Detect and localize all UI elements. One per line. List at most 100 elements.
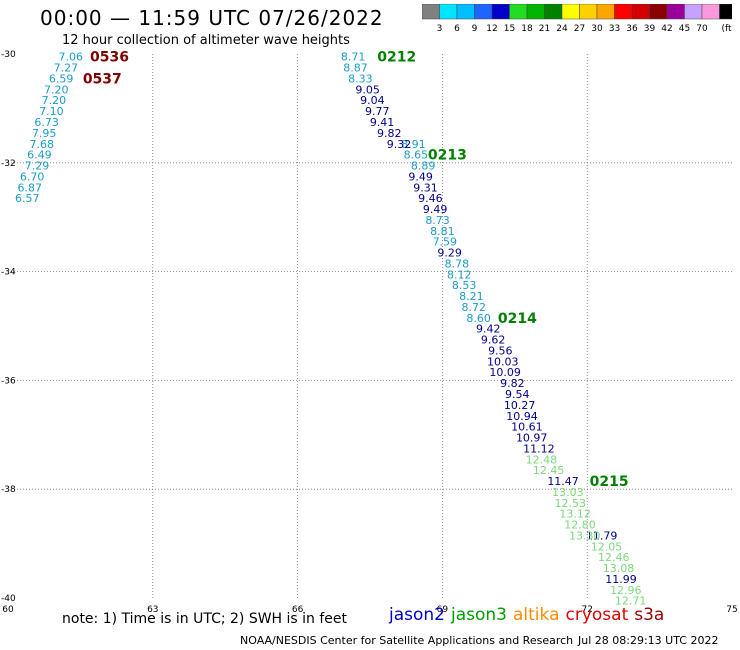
- data-point-label: 10.97: [516, 432, 548, 445]
- satellite-cryosat: cryosat: [565, 605, 629, 625]
- pass-time-label: 0215: [590, 474, 629, 490]
- data-point-label: 8.33: [348, 72, 373, 85]
- data-point-label: 9.42: [476, 323, 501, 336]
- footer-credit: NOAA/NESDIS Center for Satellite Applica…: [240, 634, 574, 647]
- satellite-s3a: s3a: [634, 605, 665, 625]
- legend-label: 27: [574, 24, 585, 34]
- data-point-label: 12.46: [598, 551, 630, 564]
- data-point-label: 9.46: [418, 192, 443, 205]
- data-point-label: 11.99: [605, 573, 637, 586]
- data-point-label: 9.56: [488, 344, 513, 357]
- y-tick-label: -34: [1, 268, 16, 278]
- legend-label: 36: [626, 24, 638, 34]
- data-point-label: 12.80: [564, 519, 596, 532]
- x-tick-label: 60: [2, 605, 14, 615]
- data-point-label: 7.29: [25, 160, 50, 173]
- x-tick-label: 72: [581, 605, 592, 615]
- data-point-label: 10.94: [506, 410, 538, 423]
- data-point-label: 9.82: [500, 377, 525, 390]
- satellite-jason2: jason2: [389, 605, 445, 625]
- data-point-label: 9.31: [413, 181, 438, 194]
- note-text: note: 1) Time is in UTC; 2) SWH is in fe…: [62, 611, 348, 627]
- legend-label: 33: [609, 24, 620, 34]
- data-point-label: 9.05: [355, 83, 380, 96]
- data-point-label: 9.62: [481, 334, 506, 347]
- data-point-label: 10.09: [489, 366, 521, 379]
- data-point-label: 13.30: [569, 529, 601, 542]
- data-point-label: 11.79: [586, 529, 618, 542]
- legend-label: 39: [644, 24, 656, 34]
- data-point-label: 8.87: [343, 62, 368, 75]
- legend-label: 21: [539, 24, 550, 34]
- legend-label: 24: [556, 24, 568, 34]
- data-point-label: 11.47: [547, 475, 579, 488]
- legend-label: 6: [454, 24, 460, 34]
- data-point-label: 8.12: [447, 268, 472, 281]
- data-point-label: 9.49: [408, 170, 433, 183]
- data-point-label: 10.03: [487, 355, 519, 368]
- data-point-label: 8.91: [401, 138, 426, 151]
- data-point-label: 8.81: [430, 225, 455, 238]
- data-point-label: 9.82: [377, 127, 402, 140]
- data-point-label: 9.49: [423, 203, 448, 216]
- data-point-label: 9.04: [360, 94, 385, 107]
- legend-label: 12: [486, 24, 497, 34]
- data-point-label: 6.49: [27, 149, 52, 162]
- data-point-label: 7.06: [58, 51, 83, 64]
- data-point-label: 9.41: [370, 116, 395, 129]
- y-tick-label: -36: [1, 376, 16, 386]
- pass-time-label: 0536: [90, 50, 129, 66]
- data-point-label: 12.05: [591, 540, 623, 553]
- data-point-label: 9.29: [437, 247, 462, 260]
- legend-label: 9: [472, 24, 478, 34]
- data-point-label: 13.03: [552, 486, 584, 499]
- data-point-label: 13.08: [603, 562, 635, 575]
- data-point-label: 12.53: [555, 497, 587, 510]
- satellite-legend: jason2 jason3 altika cryosat s3a: [389, 605, 670, 625]
- data-point-label: 6.57: [15, 192, 40, 205]
- data-point-label: 13.12: [559, 508, 591, 521]
- data-point-label: 12.45: [533, 464, 565, 477]
- data-point-label: 8.71: [341, 51, 366, 64]
- satellite-jason3: jason3: [451, 605, 507, 625]
- data-point-label: 8.72: [462, 301, 487, 314]
- data-point-label: 7.20: [44, 83, 69, 96]
- pass-time-label: 0212: [377, 50, 416, 66]
- data-point-label: 9.77: [365, 105, 390, 118]
- legend-label: 45: [679, 24, 690, 34]
- data-point-label: 9.54: [505, 388, 530, 401]
- data-point-label: 8.21: [459, 290, 484, 303]
- data-point-label: 8.53: [452, 279, 477, 292]
- data-point-label: 8.73: [425, 214, 450, 227]
- legend-label: 18: [521, 24, 533, 34]
- data-point-label: 8.78: [445, 257, 470, 270]
- pass-time-label: 0214: [498, 311, 537, 327]
- data-point-label: 7.95: [32, 127, 57, 140]
- legend-label: 15: [504, 24, 515, 34]
- data-point-label: 7.27: [54, 62, 79, 75]
- y-tick-label: -40: [1, 594, 16, 604]
- legend-label: 3: [437, 24, 443, 34]
- data-point-label: 7.59: [433, 236, 458, 249]
- data-point-label: 10.27: [504, 399, 536, 412]
- data-point-label: 6.73: [34, 116, 59, 129]
- data-point-label: 6.59: [49, 72, 74, 85]
- legend-label: 30: [591, 24, 603, 34]
- data-point-label: 12.96: [610, 584, 642, 597]
- data-point-label: 8.89: [411, 160, 436, 173]
- data-point-label: 6.70: [20, 170, 45, 183]
- data-point-label: 7.20: [42, 94, 67, 107]
- data-point-label: 9.32: [387, 138, 412, 151]
- pass-time-label: 0537: [83, 71, 122, 87]
- data-point-label: 8.65: [404, 149, 429, 162]
- legend-label: 70: [696, 24, 708, 34]
- satellite-altika: altika: [513, 605, 560, 625]
- y-tick-label: -30: [1, 50, 16, 60]
- x-tick-label: 69: [437, 605, 449, 615]
- y-tick-label: -38: [1, 485, 16, 495]
- data-point-label: 6.87: [17, 181, 42, 194]
- legend-unit: (ft): [721, 24, 732, 34]
- legend-label: 42: [661, 24, 672, 34]
- chart-title: 00:00 — 11:59 UTC 07/26/2022: [40, 6, 384, 30]
